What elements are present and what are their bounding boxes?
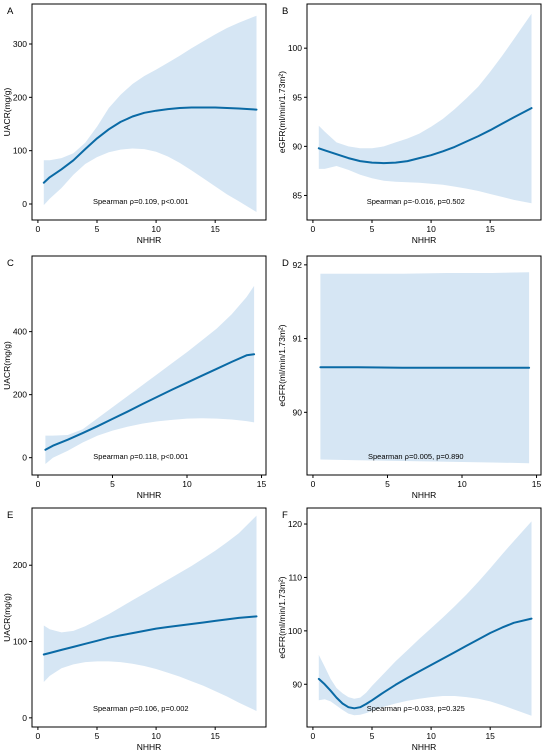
spearman-annotation: Spearman ρ=0.109, p<0.001: [93, 197, 189, 206]
x-tick-label: 15: [485, 224, 495, 234]
y-tick-label: 91: [293, 334, 303, 344]
x-tick-label: 15: [210, 731, 220, 741]
y-axis-label: eGFR(ml/min/1.73m²): [277, 324, 287, 406]
x-tick-label: 0: [311, 224, 316, 234]
x-tick-label: 0: [36, 731, 41, 741]
x-axis-label: NHHR: [412, 490, 437, 500]
y-tick-label: 0: [22, 713, 27, 723]
x-tick-label: 15: [257, 479, 267, 489]
x-tick-label: 0: [311, 479, 316, 489]
y-tick-label: 90: [293, 141, 303, 151]
y-tick-label: 200: [13, 560, 27, 570]
y-tick-label: 100: [13, 637, 27, 647]
y-tick-label: 0: [22, 199, 27, 209]
panel-letter: D: [282, 258, 289, 269]
panel-e: 0 5 10 15 0 100 200 NHHR UACR(mg/g) E Spearman ρ=0…: [2, 507, 267, 752]
x-tick-label: 5: [385, 479, 390, 489]
x-tick-label: 5: [370, 731, 375, 741]
fitted-line: [42, 106, 258, 184]
y-tick-label: 85: [293, 190, 303, 200]
x-tick-label: 15: [532, 479, 542, 489]
confidence-band: [318, 521, 532, 716]
plot-frame: [306, 507, 542, 728]
panel-f: 0 5 10 15 90 100 110 120 NHHR eGFR(ml/min/1.73m²)…: [277, 507, 542, 752]
x-tick-label: 10: [151, 731, 161, 741]
y-tick-label: 95: [293, 92, 303, 102]
plot-frame: [306, 255, 542, 476]
y-axis-label: UACR(mg/g): [2, 88, 12, 137]
confidence-band: [45, 285, 255, 464]
y-tick-label: 400: [13, 327, 27, 337]
y-tick-label: 100: [288, 43, 302, 53]
confidence-band: [318, 13, 532, 204]
x-tick-label: 5: [95, 731, 100, 741]
y-tick-label: 200: [13, 390, 27, 400]
panel-a: 0 5 10 15 0 100 200 300 NHHR UACR(mg/g) A Spearman …: [2, 3, 267, 245]
fitted-line: [44, 353, 256, 451]
y-tick-label: 92: [293, 260, 303, 270]
spearman-annotation: Spearman ρ=-0.033, p=0.325: [367, 704, 465, 713]
y-tick-label: 100: [288, 626, 302, 636]
panel-letter: A: [7, 6, 14, 17]
plot-frame: [306, 3, 542, 221]
panel-c: 0 5 10 15 0 200 400 NHHR UACR(mg/g) C Spearman ρ=0…: [2, 255, 267, 500]
plot-frame: [31, 255, 267, 476]
x-axis-label: NHHR: [137, 742, 162, 752]
panel-letter: B: [282, 6, 288, 17]
x-axis-label: NHHR: [137, 490, 162, 500]
fitted-line: [42, 615, 258, 656]
y-tick-label: 90: [293, 407, 303, 417]
x-tick-label: 15: [485, 731, 495, 741]
spearman-annotation: Spearman ρ=0.005, p=0.890: [368, 452, 464, 461]
x-tick-label: 10: [151, 224, 161, 234]
x-axis-label: NHHR: [137, 235, 162, 245]
x-tick-label: 10: [426, 224, 436, 234]
panel-letter: F: [282, 510, 288, 521]
spearman-annotation: Spearman ρ=0.106, p=0.002: [93, 704, 189, 713]
x-tick-label: 10: [457, 479, 467, 489]
y-tick-label: 120: [288, 519, 302, 529]
x-tick-label: 5: [110, 479, 115, 489]
y-axis-label: UACR(mg/g): [2, 341, 12, 390]
y-tick-label: 110: [288, 572, 302, 582]
x-tick-label: 5: [95, 224, 100, 234]
x-tick-label: 0: [36, 224, 41, 234]
panel-b: 0 5 10 15 85 90 95 100 NHHR eGFR(ml/min/1.73m²) B S…: [277, 3, 542, 245]
panel-letter: E: [7, 510, 13, 521]
y-tick-label: 300: [13, 39, 27, 49]
y-tick-label: 100: [13, 146, 27, 156]
panel-letter: C: [7, 258, 14, 269]
panel-d: 0 5 10 15 90 91 92 NHHR eGFR(ml/min/1.73m²) D Spea…: [277, 255, 542, 500]
x-axis-label: NHHR: [412, 235, 437, 245]
x-tick-label: 5: [370, 224, 375, 234]
y-axis-label: eGFR(ml/min/1.73m²): [277, 71, 287, 153]
y-tick-label: 0: [22, 453, 27, 463]
confidence-band: [43, 15, 257, 213]
y-axis-label: UACR(mg/g): [2, 593, 12, 642]
spearman-annotation: Spearman ρ=-0.016, p=0.502: [367, 197, 465, 206]
plot-frame: [31, 3, 267, 221]
x-tick-label: 10: [426, 731, 436, 741]
fitted-line: [317, 617, 533, 710]
x-tick-label: 0: [311, 731, 316, 741]
x-axis-label: NHHR: [412, 742, 437, 752]
x-tick-label: 0: [36, 479, 41, 489]
y-tick-label: 90: [293, 679, 303, 689]
fitted-line: [317, 107, 533, 165]
y-axis-label: eGFR(ml/min/1.73m²): [277, 576, 287, 658]
x-tick-label: 10: [182, 479, 192, 489]
confidence-band: [43, 515, 257, 711]
y-tick-label: 200: [13, 92, 27, 102]
x-tick-label: 15: [210, 224, 220, 234]
plot-frame: [31, 507, 267, 728]
spearman-annotation: Spearman ρ=0.118, p<0.001: [93, 452, 188, 461]
